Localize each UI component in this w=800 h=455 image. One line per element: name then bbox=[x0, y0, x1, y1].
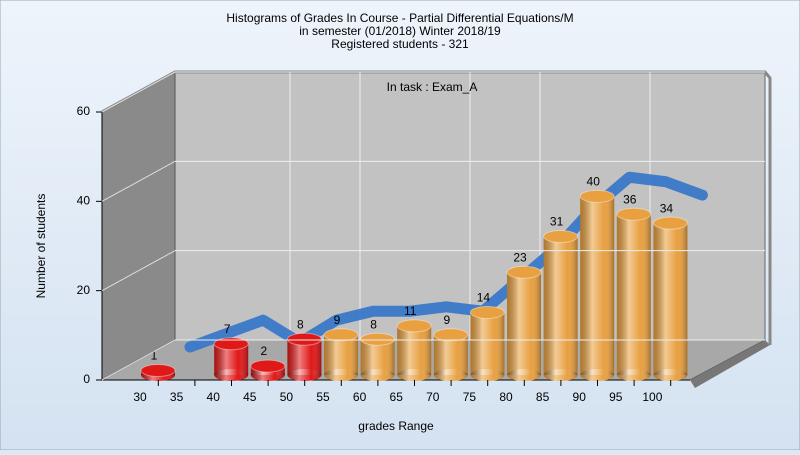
x-tick-label: 80 bbox=[499, 390, 513, 404]
x-tick-label: 75 bbox=[463, 390, 477, 404]
bar-top bbox=[360, 332, 396, 346]
y-axis-label: Number of students bbox=[34, 194, 48, 299]
plot: 1 7 2 8 9 8 11 9 14 23 31 40 36 34 bbox=[140, 171, 708, 381]
ribbon bbox=[184, 171, 708, 353]
bar-top bbox=[140, 364, 176, 378]
value-label: 11 bbox=[404, 304, 417, 318]
x-tick-label: 50 bbox=[280, 390, 294, 404]
x-tick-label: 45 bbox=[243, 390, 257, 404]
value-label: 31 bbox=[550, 215, 564, 229]
bar-top bbox=[579, 189, 615, 203]
value-label: 9 bbox=[334, 313, 341, 327]
x-tick-label: 95 bbox=[609, 390, 623, 404]
annotation: In task : Exam_A bbox=[387, 80, 478, 94]
value-label: 40 bbox=[587, 175, 601, 189]
y-tick-label: 20 bbox=[77, 283, 91, 297]
left-wall bbox=[101, 71, 176, 381]
x-tick-label: 85 bbox=[536, 390, 550, 404]
bar-shade bbox=[580, 196, 615, 375]
chart-subtitle: Registered students - 321 bbox=[331, 37, 469, 51]
floor-edge bbox=[690, 340, 770, 388]
value-label: 8 bbox=[370, 317, 377, 331]
x-tick-label: 40 bbox=[207, 390, 221, 404]
bar-top bbox=[616, 207, 652, 221]
bar-top bbox=[250, 359, 286, 373]
bar-top bbox=[469, 305, 505, 319]
bar-top bbox=[213, 337, 249, 351]
value-label: 2 bbox=[260, 344, 267, 358]
bar-shade bbox=[470, 312, 505, 375]
bar-shade bbox=[397, 325, 432, 375]
x-tick-label: 65 bbox=[390, 390, 404, 404]
bar-shade bbox=[433, 334, 468, 375]
grid-line bbox=[101, 339, 176, 381]
y-tick-label: 40 bbox=[77, 194, 91, 208]
value-label: 8 bbox=[297, 317, 304, 331]
bar-top bbox=[396, 319, 432, 333]
x-tick-label: 55 bbox=[316, 390, 330, 404]
x-tick-label: 100 bbox=[642, 390, 662, 404]
bar-top bbox=[286, 332, 322, 346]
x-tick-label: 60 bbox=[353, 390, 367, 404]
x-tick-label: 70 bbox=[426, 390, 440, 404]
value-label: 36 bbox=[623, 192, 637, 206]
bar-shade bbox=[324, 334, 358, 375]
bar-shade bbox=[543, 236, 578, 375]
value-label: 23 bbox=[513, 250, 527, 264]
value-label: 7 bbox=[224, 322, 231, 336]
x-tick-label: 35 bbox=[170, 390, 184, 404]
bar-shade bbox=[653, 223, 688, 375]
x-tick-label: 30 bbox=[133, 390, 147, 404]
grid-line bbox=[101, 250, 176, 292]
x-tick-label: 90 bbox=[573, 390, 587, 404]
chart-title: Histograms of Grades In Course - Partial… bbox=[226, 11, 573, 25]
grid-line bbox=[101, 160, 176, 202]
grid-line bbox=[101, 71, 176, 113]
y-tick-label: 60 bbox=[77, 104, 91, 118]
bar-top bbox=[652, 216, 688, 230]
y-tick-label: 0 bbox=[83, 372, 90, 386]
value-label: 1 bbox=[151, 349, 158, 363]
bar-top bbox=[323, 328, 359, 342]
bar-top bbox=[433, 328, 469, 342]
chart-subtitle: in semester (01/2018) Winter 2018/19 bbox=[299, 24, 501, 38]
value-label: 14 bbox=[477, 291, 491, 305]
bar-top bbox=[543, 230, 579, 244]
bar-shade bbox=[616, 214, 651, 375]
bar-top bbox=[506, 265, 542, 279]
value-label: 34 bbox=[660, 201, 674, 215]
bar-shade bbox=[507, 272, 541, 375]
value-label: 9 bbox=[443, 313, 450, 327]
x-axis-label: grades Range bbox=[358, 419, 434, 433]
